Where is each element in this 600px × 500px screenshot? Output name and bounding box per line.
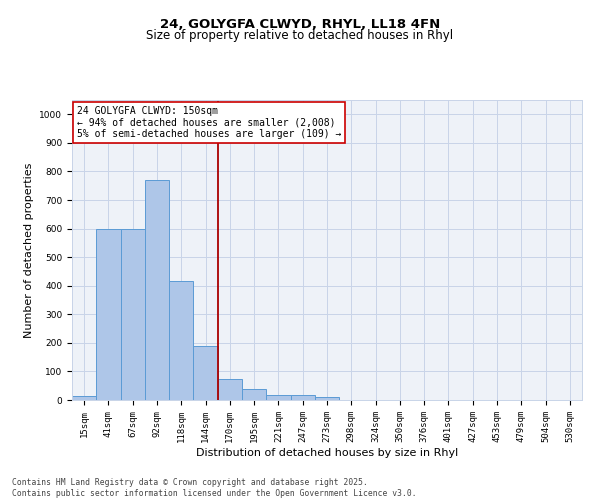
Bar: [266, 395, 290, 400]
Y-axis label: Number of detached properties: Number of detached properties: [24, 162, 34, 338]
Bar: [290, 395, 315, 400]
Bar: [169, 282, 193, 400]
Text: 24 GOLYGFA CLWYD: 150sqm
← 94% of detached houses are smaller (2,008)
5% of semi: 24 GOLYGFA CLWYD: 150sqm ← 94% of detach…: [77, 106, 341, 139]
X-axis label: Distribution of detached houses by size in Rhyl: Distribution of detached houses by size …: [196, 448, 458, 458]
Bar: [145, 180, 169, 400]
Bar: [72, 396, 96, 400]
Bar: [121, 228, 145, 400]
Text: Size of property relative to detached houses in Rhyl: Size of property relative to detached ho…: [146, 28, 454, 42]
Text: Contains HM Land Registry data © Crown copyright and database right 2025.
Contai: Contains HM Land Registry data © Crown c…: [12, 478, 416, 498]
Bar: [193, 346, 218, 400]
Text: 24, GOLYGFA CLWYD, RHYL, LL18 4FN: 24, GOLYGFA CLWYD, RHYL, LL18 4FN: [160, 18, 440, 30]
Bar: [218, 378, 242, 400]
Bar: [315, 396, 339, 400]
Bar: [96, 228, 121, 400]
Bar: [242, 388, 266, 400]
